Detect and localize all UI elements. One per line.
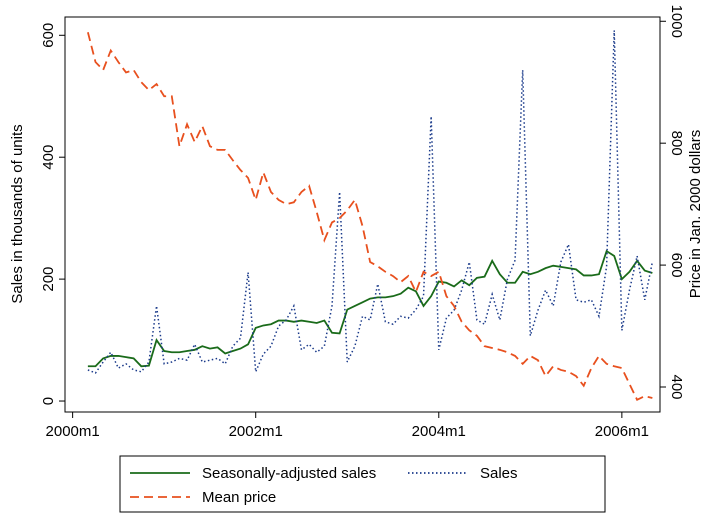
y-tick-label: 200 <box>40 267 57 292</box>
x-tick-label: 2006m1 <box>595 423 649 440</box>
y2-tick-label: 1000 <box>668 5 685 38</box>
legend-box <box>119 455 606 513</box>
series-line <box>87 30 654 374</box>
y2-tick-label: 800 <box>668 131 685 156</box>
y-axis-title: Sales in thousands of units <box>9 124 26 303</box>
legend-label: Sales <box>480 465 518 482</box>
x-tick-label: 2004m1 <box>412 423 466 440</box>
y2-axis-title: Price in Jan. 2000 dollars <box>687 130 704 298</box>
series-line <box>87 32 653 402</box>
y-tick-label: 400 <box>40 145 57 170</box>
legend-label: Seasonally-adjusted sales <box>202 465 376 482</box>
y2-tick-label: 600 <box>668 253 685 278</box>
y-tick-label: 600 <box>40 23 57 48</box>
plot-frame <box>64 16 661 413</box>
y2-tick-label: 400 <box>668 374 685 399</box>
legend-label: Mean price <box>202 489 276 506</box>
x-tick-label: 2000m1 <box>46 423 100 440</box>
y-tick-label: 0 <box>40 397 57 405</box>
x-tick-label: 2002m1 <box>229 423 283 440</box>
series-line <box>87 249 653 368</box>
